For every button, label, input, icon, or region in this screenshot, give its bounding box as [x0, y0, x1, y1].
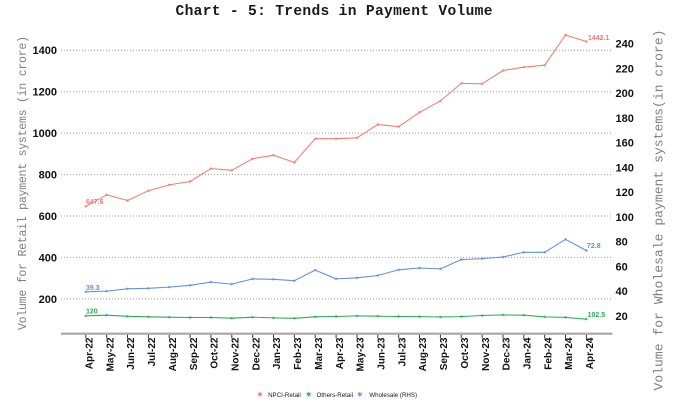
svg-text:1442.1: 1442.1	[588, 35, 610, 42]
svg-text:Feb-24: Feb-24	[543, 337, 554, 370]
svg-text:240: 240	[616, 39, 634, 51]
svg-text:400: 400	[39, 252, 57, 264]
svg-text:Sep-23: Sep-23	[439, 337, 450, 370]
svg-text:60: 60	[616, 261, 628, 273]
svg-text:Apr-23: Apr-23	[335, 337, 346, 369]
svg-text:Mar-23: Mar-23	[314, 337, 325, 370]
svg-text:40: 40	[616, 286, 628, 298]
svg-text:800: 800	[39, 170, 57, 182]
svg-text:1200: 1200	[33, 87, 57, 99]
svg-text:Jan-23: Jan-23	[272, 337, 283, 369]
svg-text:180: 180	[616, 113, 634, 125]
svg-text:20: 20	[616, 311, 628, 323]
svg-text:Volume for Retail payment syst: Volume for Retail payment systems (in cr…	[17, 36, 30, 330]
svg-text:Aug-22: Aug-22	[168, 337, 179, 371]
svg-text:Oct-22: Oct-22	[210, 337, 221, 369]
svg-text:Mar-24: Mar-24	[564, 337, 575, 370]
svg-text:NPCI-Retail: NPCI-Retail	[268, 392, 301, 399]
svg-text:Dec-22: Dec-22	[251, 337, 262, 370]
svg-text:Others-Retail: Others-Retail	[317, 392, 353, 399]
svg-text:Sep-22: Sep-22	[189, 337, 200, 370]
svg-text:72.8: 72.8	[587, 243, 601, 250]
svg-text:140: 140	[616, 162, 634, 174]
svg-text:Jun-23: Jun-23	[377, 337, 388, 370]
svg-text:Dec-23: Dec-23	[502, 337, 513, 370]
svg-text:Nov-23: Nov-23	[481, 337, 492, 371]
svg-text:102.5: 102.5	[588, 312, 606, 319]
svg-text:Feb-23: Feb-23	[293, 337, 304, 370]
svg-text:Jan-24: Jan-24	[523, 337, 534, 369]
svg-text:Jun-22: Jun-22	[126, 337, 137, 370]
svg-text:Jul-22: Jul-22	[147, 337, 158, 366]
svg-text:600: 600	[39, 211, 57, 223]
svg-text:120: 120	[86, 309, 98, 316]
svg-text:Jul-23: Jul-23	[397, 337, 408, 366]
svg-text:Aug-23: Aug-23	[418, 337, 429, 371]
svg-text:Apr-24: Apr-24	[585, 337, 596, 369]
svg-text:Wholesale (RHS): Wholesale (RHS)	[369, 392, 417, 399]
svg-text:160: 160	[616, 138, 634, 150]
svg-text:647.6: 647.6	[86, 199, 104, 206]
svg-text:220: 220	[616, 63, 634, 75]
svg-text:39.3: 39.3	[86, 285, 100, 292]
svg-text:200: 200	[616, 88, 634, 100]
svg-text:1000: 1000	[33, 128, 57, 140]
svg-text:100: 100	[616, 212, 634, 224]
svg-text:120: 120	[616, 187, 634, 199]
svg-text:1400: 1400	[33, 45, 57, 57]
svg-text:May-23: May-23	[356, 337, 367, 371]
svg-text:Nov-22: Nov-22	[231, 337, 242, 371]
svg-text:Apr-22: Apr-22	[85, 337, 96, 369]
svg-text:Oct-23: Oct-23	[460, 337, 471, 369]
svg-text:80: 80	[616, 237, 628, 249]
svg-text:Chart - 5: Trends in Payment V: Chart - 5: Trends in Payment Volume	[176, 4, 493, 20]
svg-text:200: 200	[39, 294, 57, 306]
svg-text:May-22: May-22	[105, 337, 116, 371]
svg-text:Volume for Wholesale payment s: Volume for Wholesale payment systems(in …	[652, 30, 667, 391]
